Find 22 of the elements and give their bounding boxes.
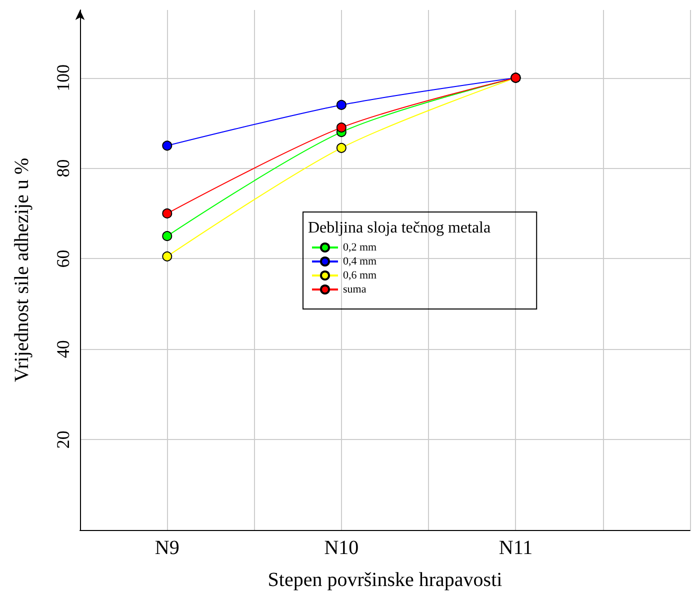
x-tick-label: N10 xyxy=(324,537,359,559)
y-tick-label: 40 xyxy=(53,340,73,358)
legend-label: 0,4 mm xyxy=(343,256,378,268)
x-axis-title: Stepen površinske hrapavosti xyxy=(268,569,503,591)
y-axis-title: Vrijednost sile adhezije u % xyxy=(11,158,33,382)
point xyxy=(336,142,346,153)
y-tick-label: 100 xyxy=(53,64,73,92)
point xyxy=(336,122,346,133)
legend-label: suma xyxy=(343,284,366,296)
point xyxy=(162,208,172,218)
legend-title: Debljina sloja tečnog metala xyxy=(308,220,491,236)
point xyxy=(162,231,172,242)
x-tick-label: N9 xyxy=(154,537,180,559)
point xyxy=(336,100,346,110)
y-tick-label: 60 xyxy=(53,250,73,268)
y-tick-label: 20 xyxy=(53,430,73,449)
legend-label: 0,6 mm xyxy=(343,270,378,282)
point xyxy=(162,140,172,151)
point xyxy=(162,251,172,262)
y-tick-label: 80 xyxy=(53,159,73,178)
x-tick-label: N11 xyxy=(498,537,533,559)
legend-label: 0,2 mm xyxy=(343,242,378,254)
